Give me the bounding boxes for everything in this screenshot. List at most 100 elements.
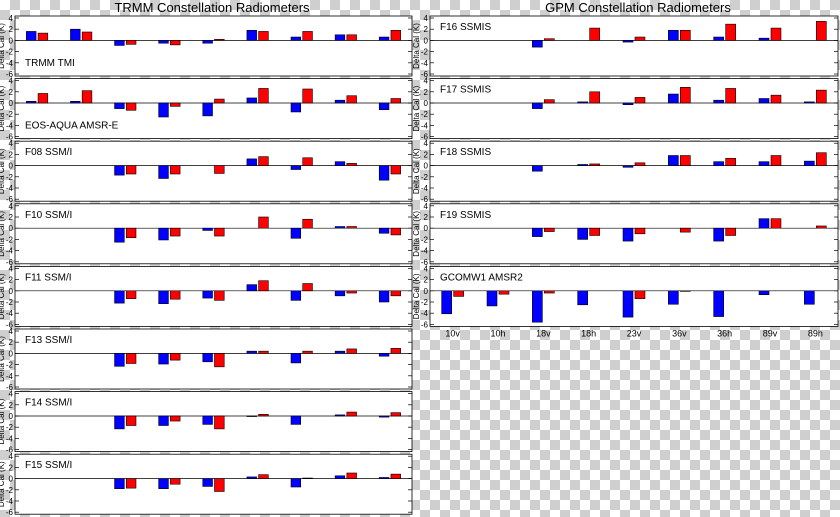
red-bar (770, 27, 782, 41)
red-bar (390, 98, 401, 104)
y-tick-label: 2 (424, 276, 429, 285)
panel-frame (14, 78, 413, 139)
red-bar (390, 30, 401, 41)
blue-bar (158, 478, 169, 489)
blue-bar (246, 350, 257, 354)
red-bar (37, 32, 49, 41)
y-tick-label: -6 (421, 70, 429, 79)
red-bar (816, 152, 827, 166)
red-bar (544, 290, 555, 294)
blue-bar (114, 290, 125, 304)
y-tick-label: -6 (6, 446, 14, 455)
blue-bar (804, 290, 815, 305)
x-tick-label: 10v (445, 328, 460, 338)
blue-bar (246, 415, 257, 417)
red-bar (346, 95, 357, 104)
panel-frame (429, 265, 839, 327)
blue-bar (114, 165, 125, 176)
blue-bar (622, 102, 634, 105)
blue-bar (334, 414, 346, 417)
red-bar (125, 165, 137, 175)
y-tick-label: 0 (424, 287, 429, 296)
blue-bar (202, 227, 213, 231)
panel-frame (14, 203, 413, 265)
blue-bar (668, 155, 679, 166)
blue-bar (804, 101, 815, 104)
red-bar (258, 156, 269, 166)
blue-bar (334, 161, 346, 166)
red-bar (346, 472, 357, 479)
y-axis-label: Delta Cal (K) (412, 23, 421, 69)
blue-bar (246, 284, 257, 292)
blue-bar (246, 476, 257, 479)
panel-label: F08 SSM/I (25, 147, 72, 158)
panel-label: F18 SSMIS (440, 147, 491, 158)
red-bar (170, 415, 181, 422)
y-tick-label: -2 (6, 48, 14, 57)
red-bar (346, 348, 357, 354)
y-tick-label: -4 (6, 59, 14, 68)
panel-label: F14 SSM/I (25, 398, 72, 409)
red-bar (346, 34, 357, 41)
red-bar (346, 226, 357, 229)
red-bar (170, 165, 181, 175)
y-tick-label: 2 (9, 338, 14, 347)
blue-bar (713, 227, 724, 242)
blue-bar (334, 350, 346, 354)
blue-bar (378, 165, 390, 181)
blue-bar (378, 227, 390, 234)
red-bar (81, 31, 93, 41)
red-bar (544, 38, 555, 41)
red-bar (770, 155, 782, 166)
y-axis-label: Delta Cal (K) (0, 273, 6, 319)
y-tick-label: -6 (6, 320, 14, 329)
y-tick-label: 0 (9, 412, 14, 421)
y-tick-label: -2 (6, 110, 14, 119)
y-tick-label: 0 (9, 99, 14, 108)
red-bar (214, 38, 225, 41)
blue-bar (713, 99, 724, 104)
panel-label: F13 SSM/I (25, 335, 72, 346)
y-tick-label: 0 (9, 287, 14, 296)
y-tick-label: 2 (9, 88, 14, 97)
y-tick-label: 2 (9, 150, 14, 159)
blue-bar (158, 290, 169, 304)
panel-label: EOS-AQUA AMSR-E (25, 121, 119, 132)
right-column-title: GPM Constellation Radiometers (545, 0, 731, 15)
red-bar (589, 227, 600, 236)
y-tick-label: -2 (6, 361, 14, 370)
blue-bar (202, 102, 213, 117)
y-tick-label: 4 (9, 390, 14, 399)
blue-bar (334, 290, 346, 297)
y-tick-label: 0 (424, 36, 429, 45)
y-tick-label: -6 (6, 508, 14, 517)
red-bar (302, 283, 313, 292)
blue-bar (577, 227, 588, 240)
panel-frame (14, 140, 413, 202)
red-bar (816, 225, 827, 229)
y-tick-label: -4 (6, 497, 14, 506)
blue-bar (622, 290, 634, 318)
red-bar (634, 162, 646, 166)
x-tick-label: 23v (627, 328, 642, 338)
blue-bar (713, 36, 724, 41)
y-tick-label: -2 (6, 298, 14, 307)
red-bar (258, 474, 269, 479)
red-bar (258, 414, 269, 417)
blue-bar (378, 36, 390, 41)
y-tick-label: -2 (421, 110, 429, 119)
y-tick-label: -2 (421, 298, 429, 307)
red-bar (498, 290, 510, 295)
red-bar (390, 227, 401, 236)
red-bar (37, 93, 49, 104)
blue-bar (70, 101, 81, 104)
y-tick-label: 2 (9, 25, 14, 34)
red-bar (680, 155, 691, 166)
panel-label: F11 SSM/I (25, 272, 72, 283)
